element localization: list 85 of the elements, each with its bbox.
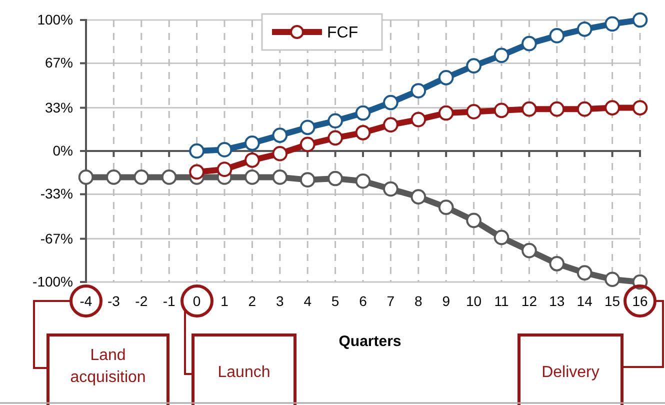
y-tick-label: 67% xyxy=(44,54,73,71)
x-tick-label: 9 xyxy=(442,293,450,309)
point xyxy=(244,152,260,168)
point xyxy=(632,100,648,116)
point xyxy=(549,28,565,44)
point xyxy=(438,70,454,86)
legend-label: FCF xyxy=(327,24,358,42)
x-tick-label: 13 xyxy=(549,293,565,309)
x-tick-label: -3 xyxy=(107,293,120,309)
point xyxy=(494,48,510,64)
point xyxy=(410,112,426,128)
point xyxy=(466,212,482,228)
x-tick-label: 16 xyxy=(632,293,648,309)
point xyxy=(383,94,398,110)
x-tick-label: 12 xyxy=(521,293,538,309)
x-tick-label: 4 xyxy=(304,293,312,309)
point xyxy=(244,135,260,151)
point xyxy=(383,181,398,197)
y-tick-label: -33% xyxy=(40,186,73,202)
x-tick-label: 1 xyxy=(220,293,229,309)
point xyxy=(244,170,260,185)
point xyxy=(522,101,537,117)
point xyxy=(300,120,316,136)
x-tick-label: 5 xyxy=(331,293,340,309)
point xyxy=(161,170,177,185)
x-axis-title: Quarters xyxy=(338,333,402,350)
point xyxy=(604,272,620,288)
point xyxy=(576,101,592,117)
y-tick-label: -67% xyxy=(40,230,73,246)
point xyxy=(272,170,288,185)
x-tick-label: 14 xyxy=(576,293,593,309)
x-tick-label: 2 xyxy=(248,293,256,309)
x-tick-label: -1 xyxy=(162,293,176,309)
point xyxy=(355,105,371,121)
callout-box: Land acquisition xyxy=(46,334,170,405)
y-tick-label: 33% xyxy=(44,99,73,116)
callout-box: Delivery xyxy=(518,334,624,405)
point xyxy=(328,170,343,186)
point xyxy=(438,105,454,121)
point xyxy=(106,170,122,185)
point xyxy=(410,189,426,205)
point xyxy=(300,136,316,152)
point xyxy=(466,104,482,120)
point xyxy=(383,117,398,132)
point xyxy=(522,242,537,258)
x-tick-label: 0 xyxy=(192,293,201,309)
point xyxy=(216,162,232,178)
point xyxy=(604,16,620,32)
x-tick-label: 3 xyxy=(276,293,284,309)
point xyxy=(494,230,510,246)
point xyxy=(466,58,482,74)
point xyxy=(549,101,565,117)
x-tick-label: 6 xyxy=(359,293,368,309)
point xyxy=(272,128,288,143)
point xyxy=(576,265,592,280)
point xyxy=(549,256,565,272)
callout-box: Launch xyxy=(192,334,296,405)
y-tick-label: -100% xyxy=(32,273,73,290)
point xyxy=(78,170,94,185)
y-tick-label: 100% xyxy=(37,11,73,28)
point xyxy=(355,173,371,189)
point xyxy=(410,83,426,98)
point xyxy=(216,142,232,158)
point xyxy=(576,22,592,37)
x-tick-label: 15 xyxy=(604,293,620,309)
point xyxy=(522,36,537,52)
x-tick-label: -4 xyxy=(80,293,92,309)
point xyxy=(438,200,454,215)
point xyxy=(604,100,620,116)
x-tick-label: 8 xyxy=(414,293,422,309)
point xyxy=(355,124,371,140)
point xyxy=(328,130,343,146)
x-tick-label: 11 xyxy=(494,293,509,309)
point xyxy=(300,172,316,188)
point xyxy=(189,164,204,180)
point xyxy=(328,113,343,129)
point xyxy=(494,102,510,118)
y-tick-label: 0% xyxy=(52,142,73,158)
point xyxy=(189,143,204,159)
x-tick-label: 7 xyxy=(386,293,395,309)
point xyxy=(632,12,648,28)
x-tick-label: 10 xyxy=(466,293,482,309)
point xyxy=(134,170,150,185)
x-tick-label: -2 xyxy=(135,293,148,309)
point xyxy=(272,146,288,162)
